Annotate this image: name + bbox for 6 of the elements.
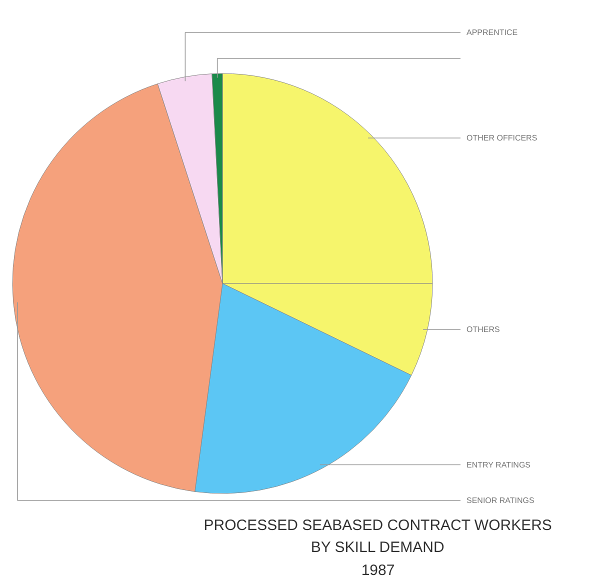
text: PROCESSED SEABASED CONTRACT WORKERS BY SKILL DEMAND 1987 <box>204 517 552 579</box>
slice-label: SENIOR RATINGS <box>466 496 534 505</box>
slice-label: APPRENTICE <box>466 28 518 37</box>
slice-label: OTHERS <box>466 325 500 334</box>
slice-label: OTHER OFFICERS <box>466 133 538 142</box>
slice-label: ENTRY RATINGS <box>466 460 531 470</box>
